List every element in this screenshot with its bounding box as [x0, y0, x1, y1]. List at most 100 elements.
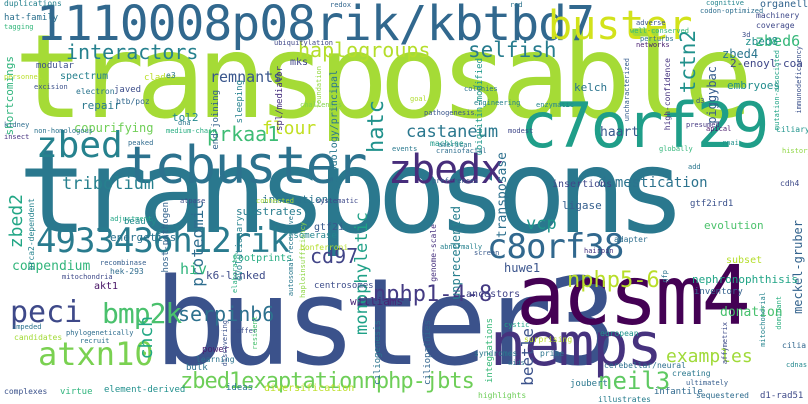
word: transposase	[495, 152, 510, 239]
word: d1-rad51	[760, 391, 804, 401]
word: challenges	[300, 101, 343, 109]
word: flour	[262, 118, 317, 139]
word: virtue	[60, 387, 93, 397]
word: impeded	[12, 323, 42, 331]
word: affymetrix	[721, 322, 729, 365]
word: learning	[196, 355, 235, 364]
word: buster	[548, 3, 693, 49]
word: peci	[10, 295, 83, 330]
word: d3	[696, 97, 705, 105]
word: dominant	[775, 296, 783, 330]
word: ancestors	[466, 289, 521, 300]
word: red	[510, 1, 523, 9]
word: cerebellar/neural	[604, 361, 686, 370]
word: genome-scale	[429, 224, 438, 282]
word: vcp	[526, 214, 557, 234]
word: copurifying	[74, 121, 154, 135]
word: events	[392, 145, 418, 153]
word: kidney	[4, 121, 30, 129]
word: examples	[666, 346, 753, 367]
word: transposons	[18, 125, 686, 260]
word: huwe1	[504, 261, 541, 275]
word: neil3	[598, 367, 671, 395]
word: hiv	[180, 260, 208, 278]
word: javed	[114, 85, 142, 95]
word: haart	[600, 125, 640, 140]
word: domestication	[598, 175, 708, 191]
word: zbed	[36, 125, 123, 166]
word: zbed1exaptationnphp-jbts	[180, 369, 475, 394]
word: akt1	[94, 281, 119, 292]
word: autosomal-recessive	[287, 216, 295, 297]
word: mutation-associated	[773, 50, 781, 131]
word: power	[202, 345, 230, 355]
word: spectrum	[60, 71, 109, 82]
word: ultimately	[686, 379, 729, 387]
word: resident	[251, 316, 259, 350]
word: diversification	[264, 383, 355, 394]
word: gfp	[661, 270, 669, 283]
word: mks	[290, 57, 309, 68]
word: infantile	[654, 387, 703, 397]
word: foundation	[315, 66, 323, 109]
word: rnai	[722, 139, 739, 147]
word: joubert	[570, 379, 608, 389]
word: bulk	[186, 363, 208, 373]
word: 3d	[742, 31, 751, 39]
word: perturbs	[640, 35, 674, 43]
word: bmp2k	[102, 297, 182, 330]
word: acsm4	[516, 249, 751, 344]
word: selfish	[468, 38, 557, 62]
word: highlights	[478, 391, 527, 400]
word: connected	[256, 197, 294, 205]
word: insertions	[552, 179, 613, 190]
word: recruit	[80, 337, 110, 345]
word: gtf2i	[314, 222, 345, 233]
word: donation	[720, 305, 783, 320]
word: substrates	[236, 205, 303, 218]
word: ciliopathies	[423, 320, 433, 386]
word: ciliogenesis	[373, 320, 383, 386]
word: uncharacterized	[623, 58, 631, 122]
word: inventory	[694, 287, 743, 297]
word: evolutionary	[235, 216, 245, 282]
word: footprints	[232, 253, 293, 264]
word: hek-293	[110, 267, 144, 276]
word: modular	[36, 61, 74, 71]
word: aids	[508, 359, 525, 367]
word: medium-chain	[166, 127, 217, 135]
word: meckel-gruber	[791, 220, 805, 314]
word: adapter	[614, 235, 648, 244]
word: networks	[636, 41, 670, 49]
word: ciliary	[776, 125, 808, 134]
word: chch	[136, 316, 157, 360]
word: preferences	[432, 177, 479, 185]
word: zbed4	[722, 47, 759, 61]
word: zbed8	[745, 35, 779, 48]
word: globally	[659, 145, 693, 153]
word: element-derived	[104, 385, 186, 395]
word: history	[782, 147, 808, 155]
word: american	[438, 141, 472, 149]
word: transposable	[14, 10, 753, 145]
word: energetics	[110, 231, 177, 244]
word: tctn2	[676, 30, 700, 94]
word: candidates	[14, 333, 63, 342]
word: peaked	[128, 139, 154, 147]
word: coverage	[756, 21, 795, 30]
word: compendium	[12, 259, 91, 274]
word: offer	[236, 327, 258, 335]
word: subset	[726, 255, 763, 266]
word: non-homologous	[34, 127, 94, 135]
word: k6-linked	[206, 269, 266, 282]
word: adjustment	[110, 215, 153, 223]
word: nemps	[490, 310, 663, 380]
word: hat-family	[4, 13, 59, 23]
word: spl/mediator	[275, 66, 285, 132]
word: colonies	[464, 85, 498, 93]
word: brca2-dependent	[27, 198, 36, 271]
word: machinery	[756, 11, 800, 20]
word: cd97	[310, 244, 359, 268]
word: systematic	[316, 197, 359, 205]
word: remnants	[210, 68, 283, 86]
